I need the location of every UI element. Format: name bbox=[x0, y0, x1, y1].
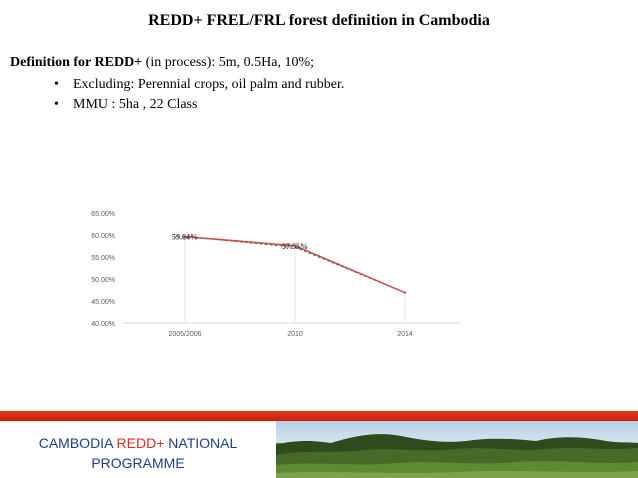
data-label: 57.55% bbox=[282, 242, 308, 251]
bullet-dot-icon: • bbox=[54, 77, 59, 92]
forest-photo bbox=[276, 421, 638, 478]
y-tick-label: 60.00% bbox=[91, 233, 115, 240]
x-tick-label: 2014 bbox=[397, 331, 413, 338]
bullet-item: • Excluding: Perennial crops, oil palm an… bbox=[50, 75, 344, 95]
x-tick-label: 2005/2006 bbox=[168, 331, 201, 338]
programme-name: CAMBODIA REDD+ NATIONAL PROGRAMME bbox=[22, 433, 254, 473]
bullet-dot-icon: • bbox=[54, 97, 59, 112]
bullet-list: • Excluding: Perennial crops, oil palm an… bbox=[50, 75, 344, 115]
definition-label: Definition for REDD+ bbox=[10, 55, 143, 70]
data-label: 59.64% bbox=[172, 233, 198, 242]
y-tick-label: 45.00% bbox=[91, 299, 115, 306]
forest-cover-chart: 40.00% 45.00% 50.00% 55.00% 60.00% 65.00% 200… bbox=[91, 211, 460, 338]
data-point bbox=[293, 244, 297, 247]
y-tick-label: 40.00% bbox=[91, 321, 115, 328]
redd-highlight: REDD+ bbox=[116, 435, 165, 451]
y-tick-label: 50.00% bbox=[91, 277, 115, 284]
definition-line: Definition for REDD+ (in process): 5m, 0… bbox=[10, 55, 314, 71]
y-tick-label: 65.00% bbox=[91, 211, 115, 218]
y-tick-label: 55.00% bbox=[91, 255, 115, 262]
programme-name-line1: CAMBODIA REDD+ NATIONAL bbox=[38, 435, 238, 451]
x-tick-label: 2010 bbox=[287, 331, 303, 338]
data-point bbox=[403, 291, 407, 294]
slide-title: REDD+ FREL/FRL forest definition in Camb… bbox=[148, 12, 490, 29]
definition-text: (in process): 5m, 0.5Ha, 10%; bbox=[142, 55, 315, 70]
programme-name-line2: PROGRAMME bbox=[91, 455, 185, 471]
bullet-item: • MMU : 5ha , 22 Class bbox=[50, 95, 344, 115]
data-point bbox=[183, 235, 187, 238]
forest-canopy-icon bbox=[276, 434, 638, 478]
footer-bar bbox=[0, 411, 638, 421]
